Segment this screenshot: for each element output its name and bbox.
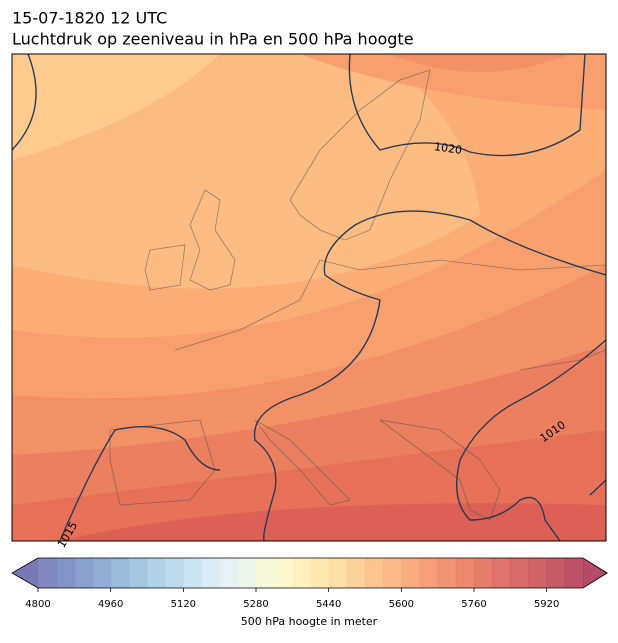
colorbar-tick-label: 5120 <box>171 599 196 610</box>
colorbar-tick-label: 4800 <box>25 599 50 610</box>
colorbar: 4800 4960 5120 5280 5440 5600 5760 5920 <box>11 557 608 610</box>
colorbar-segment <box>128 558 148 588</box>
colorbar-segment <box>147 558 166 588</box>
colorbar-segment <box>92 558 112 588</box>
colorbar-tick-label: 4960 <box>98 599 123 610</box>
height-band <box>390 54 570 72</box>
colorbar-segment <box>237 558 257 588</box>
colorbar-segment <box>74 558 93 588</box>
colorbar-tick-label: 5280 <box>243 599 268 610</box>
colorbar-segment <box>401 558 420 588</box>
colorbar-segment <box>564 558 584 588</box>
colorbar-segment <box>437 558 457 588</box>
colorbar-tick-label: 5760 <box>461 599 486 610</box>
title: 15-07-1820 12 UTC <box>12 9 167 28</box>
colorbar-segment <box>256 558 275 588</box>
isobars <box>12 54 606 541</box>
colorbar-segment <box>328 558 348 588</box>
height-band <box>60 503 606 541</box>
colorbar-tick-label: 5440 <box>316 599 341 610</box>
map-frame <box>11 53 607 542</box>
map <box>12 54 606 541</box>
colorbar-extend <box>583 558 608 588</box>
colorbar-segment <box>365 558 384 588</box>
height-band <box>300 54 606 110</box>
isobar-label: 1020 <box>433 140 463 157</box>
colorbar-segment <box>183 558 202 588</box>
colorbar-segment <box>165 558 184 588</box>
colorbar-segment <box>201 558 221 588</box>
colorbar-segment <box>419 558 439 588</box>
colorbar-segment <box>346 558 366 588</box>
colorbar-segment <box>492 558 511 588</box>
colorbar-segment <box>310 558 330 588</box>
colorbar-segment <box>383 558 402 588</box>
colorbar-tick-label: 5920 <box>534 599 559 610</box>
colorbar-extend <box>12 558 38 588</box>
colorbar-segment <box>274 558 293 588</box>
colorbar-segment <box>474 558 493 588</box>
colorbar-segment <box>455 558 475 588</box>
colorbar-segment <box>292 558 311 588</box>
colorbar-outline <box>11 557 608 589</box>
colorbar-label: 500 hPa hoogte in meter <box>241 615 378 628</box>
colorbar-segment <box>56 558 75 588</box>
colorbar-segment <box>110 558 130 588</box>
colorbar-segment <box>546 558 566 588</box>
colorbar-tick-label: 5600 <box>389 599 414 610</box>
colorbar-segment <box>38 558 57 588</box>
colorbar-segment <box>219 558 239 588</box>
subtitle: Luchtdruk op zeeniveau in hPa en 500 hPa… <box>12 30 414 49</box>
colorbar-segment <box>528 558 548 588</box>
coastlines <box>109 69 606 521</box>
colorbar-segment <box>510 558 529 588</box>
